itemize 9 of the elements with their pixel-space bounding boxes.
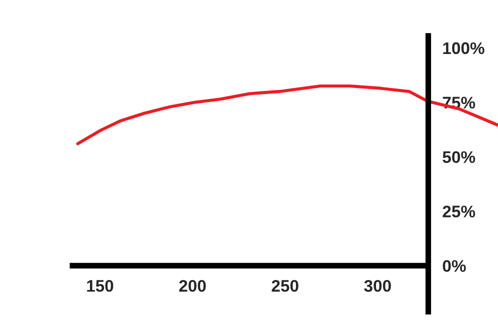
y-tick-label: 100% xyxy=(443,42,484,54)
line-series xyxy=(76,84,498,146)
x-tick-label: 200 xyxy=(179,280,206,292)
x-tick-label: 300 xyxy=(364,280,391,292)
y-tick-label: 50% xyxy=(442,151,476,163)
x-tick-label: 250 xyxy=(272,280,298,292)
x-tick-label: 150 xyxy=(87,280,114,292)
y-tick-label: 25% xyxy=(442,206,476,218)
y-tick-label: 0% xyxy=(442,260,466,272)
